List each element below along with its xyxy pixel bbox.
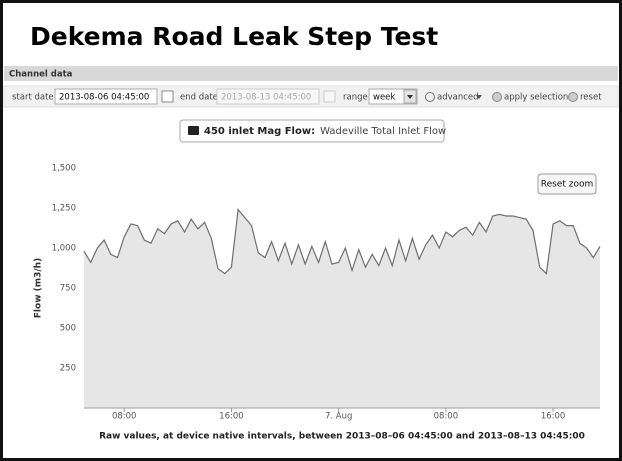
reset-icon [568,92,578,102]
reset-zoom-label: Reset zoom [541,180,594,190]
reset-zoom-button[interactable] [537,173,597,195]
end-label: end date [180,93,218,103]
x-tick-label: 16:00 [541,412,566,422]
y-tick-label: 750 [60,284,76,294]
start-input[interactable] [54,88,158,105]
line [83,208,601,275]
calendar-icon[interactable] [323,90,336,103]
y-axis-label: Flow (m3/h) [34,258,44,318]
plot: 250 500 750 1,000 1,250 1,500 08:00 16:00 7. Aug… [52,164,601,422]
y-tick-label: 250 [60,364,76,374]
apply-button[interactable]: apply selection [504,93,568,103]
legend-detail: Wadeville Total Inlet Flow [320,126,446,137]
legend-entry[interactable]: 450 inlet Mag Flow: [204,126,315,137]
y-tick-label: 1,250 [52,204,76,214]
panel-bar [4,66,618,81]
panel-title: Channel data [9,70,73,80]
page-title: Dekema Road Leak Step Test [30,22,438,51]
area [84,209,600,408]
start-value: 2013-08-06 04:45:00 [59,93,149,103]
range-label: range [343,93,368,103]
x-axis-label: Raw values, at device native intervals, … [99,432,585,442]
end-value: 2013-08-13 04:45:00 [221,93,311,103]
advanced-icon [425,92,435,102]
legend [179,119,445,143]
reset-button[interactable]: reset [580,93,602,103]
legend-swatch [188,126,199,135]
x-tick-label: 7. Aug [325,412,352,422]
calendar-icon[interactable] [161,90,174,103]
advanced-button[interactable]: advanced [437,93,479,103]
arrow-icon [407,95,413,99]
y-tick-label: 1,500 [52,164,76,174]
x-tick-label: 16:00 [219,412,244,422]
y-tick-label: 1,000 [52,244,76,254]
end-input[interactable] [216,88,320,105]
x-tick-label: 08:00 [434,412,459,422]
dropdown-icon [476,95,482,99]
apply-icon [492,92,502,102]
y-tick-label: 500 [60,324,76,334]
start-label: start date [12,93,54,103]
range-value: week [373,93,395,103]
x-tick-label: 08:00 [112,412,137,422]
